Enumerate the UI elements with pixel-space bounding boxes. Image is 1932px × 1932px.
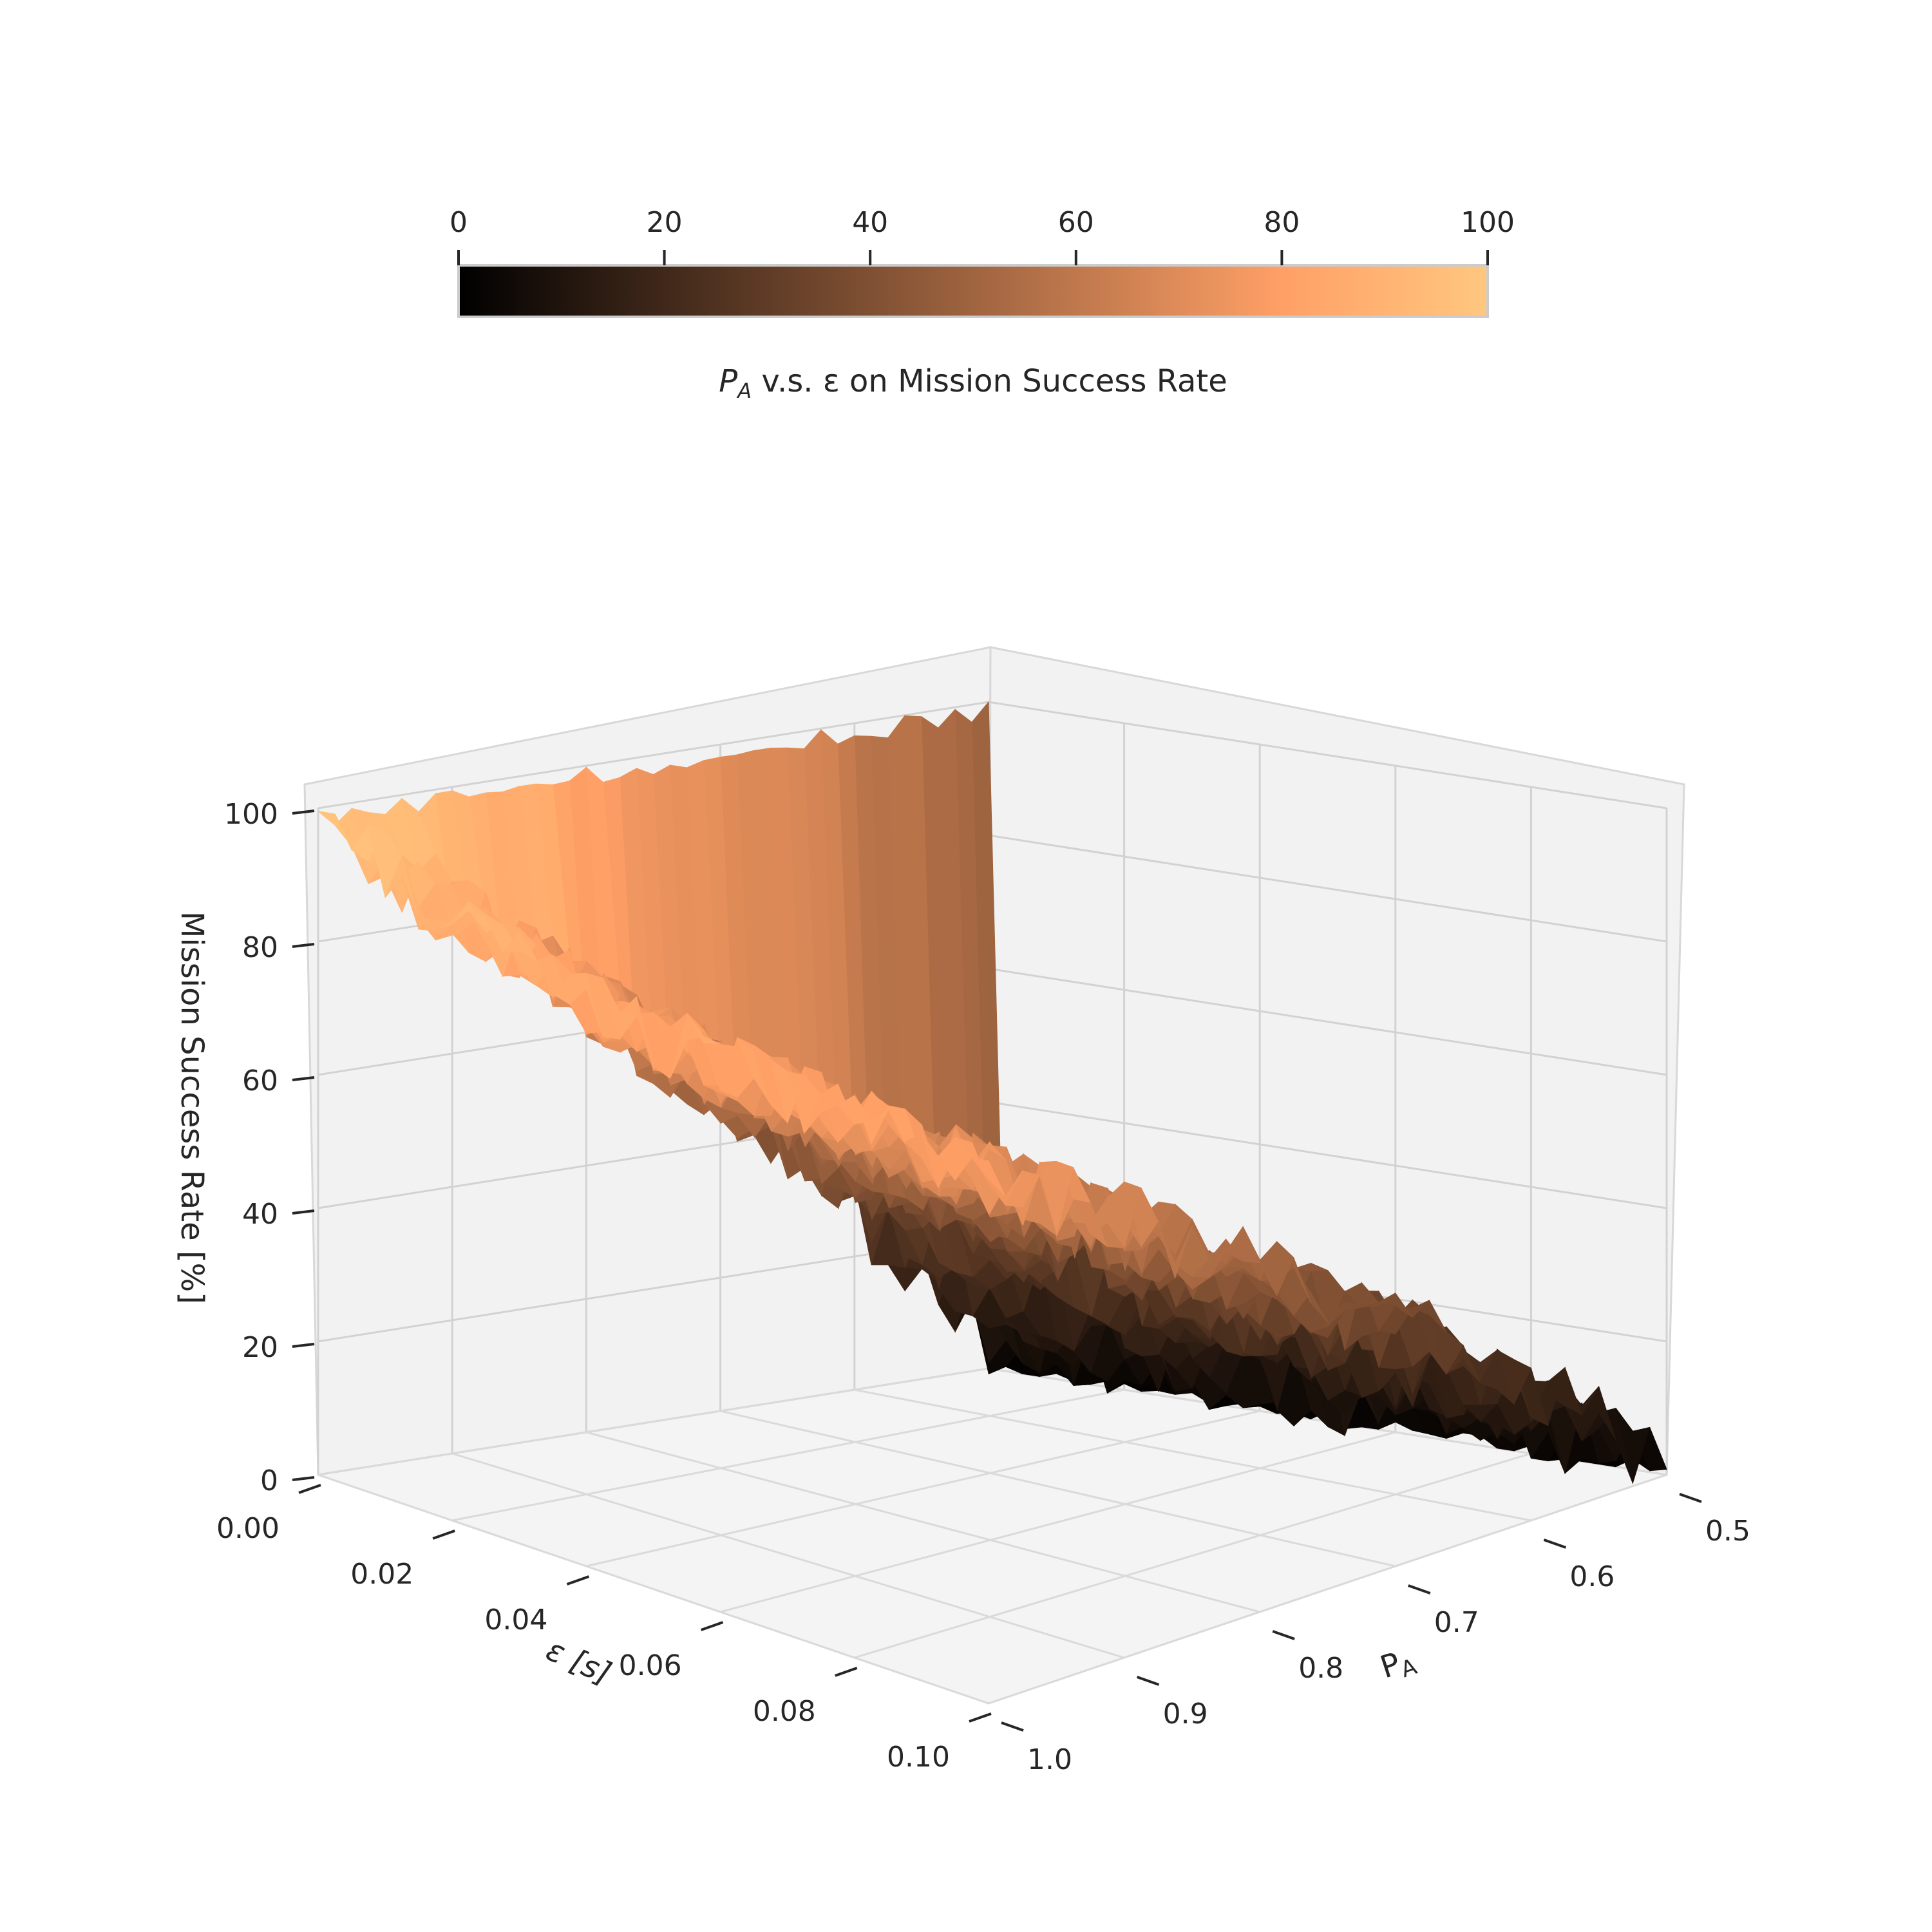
x-axis-pa: 0.5 0.6 0.7 0.8 0.9 1.0 bbox=[1001, 1493, 1750, 1776]
x-tick bbox=[1136, 1676, 1160, 1686]
x-tick bbox=[1543, 1539, 1567, 1549]
x-tick bbox=[1679, 1493, 1702, 1503]
y-tick-label: 0.00 bbox=[216, 1512, 279, 1545]
y-axis-label: ε [s] bbox=[541, 1632, 616, 1692]
z-tick-label: 60 bbox=[242, 1065, 278, 1097]
x-tick bbox=[1001, 1721, 1024, 1732]
grid-line bbox=[854, 1388, 1531, 1522]
z-tick-label: 20 bbox=[242, 1331, 278, 1364]
z-tick bbox=[292, 810, 315, 815]
grid-line bbox=[586, 1410, 1260, 1567]
z-tick-label: 0 bbox=[260, 1464, 278, 1497]
grid-line bbox=[720, 1431, 1396, 1613]
z-axis: 0 20 40 60 80 100 bbox=[224, 798, 315, 1497]
y-tick bbox=[969, 1712, 992, 1723]
z-tick-label: 100 bbox=[224, 798, 278, 831]
grid-line bbox=[854, 1452, 1531, 1659]
y-tick-label: 0.04 bbox=[484, 1604, 547, 1636]
y-tick-label: 0.10 bbox=[887, 1741, 950, 1774]
x-tick-label: 0.8 bbox=[1298, 1652, 1343, 1685]
x-tick bbox=[1272, 1630, 1295, 1640]
z-tick-label: 40 bbox=[242, 1198, 278, 1231]
z-tick-label: 80 bbox=[242, 931, 278, 964]
colorbar-ticks: 0 20 40 60 80 100 bbox=[450, 206, 1515, 265]
y-tick bbox=[432, 1530, 455, 1540]
colorbar: 0 20 40 60 80 100 PA v.s. ε on Mission Succes… bbox=[450, 206, 1515, 403]
colorbar-gradient bbox=[457, 264, 1489, 318]
z-tick bbox=[292, 1209, 315, 1215]
grid-line bbox=[586, 1431, 1260, 1613]
grid-line bbox=[317, 1473, 989, 1705]
z-axis-label: Mission Success Rate [%] bbox=[174, 911, 210, 1304]
y-tick-label: 0.08 bbox=[753, 1695, 816, 1728]
y-axis-epsilon: 0.00 0.02 0.04 0.06 0.08 0.10 bbox=[216, 1484, 992, 1774]
y-tick bbox=[566, 1575, 590, 1586]
colorbar-tick-label: 0 bbox=[450, 206, 468, 239]
colorbar-tick-label: 100 bbox=[1461, 206, 1515, 239]
colorbar-tick-label: 60 bbox=[1058, 206, 1094, 239]
grid-line bbox=[317, 1367, 989, 1476]
surface-plot bbox=[317, 701, 1667, 1485]
y-tick bbox=[835, 1667, 858, 1677]
z-tick bbox=[292, 943, 315, 948]
x-axis-label: PA bbox=[1376, 1641, 1421, 1689]
x-tick bbox=[1408, 1584, 1431, 1595]
grid-line bbox=[451, 1452, 1125, 1659]
grid-line bbox=[720, 1410, 1396, 1567]
y-tick bbox=[298, 1484, 321, 1494]
colorbar-tick-label: 40 bbox=[852, 206, 888, 239]
z-tick bbox=[292, 1476, 315, 1481]
x-tick-label: 1.0 bbox=[1027, 1743, 1072, 1776]
y-tick-label: 0.02 bbox=[350, 1558, 413, 1591]
x-tick-label: 0.5 bbox=[1705, 1515, 1750, 1548]
y-tick bbox=[700, 1621, 724, 1631]
z-tick bbox=[292, 1343, 315, 1348]
colorbar-tick-label: 80 bbox=[1264, 206, 1300, 239]
surface-patch bbox=[971, 1157, 1006, 1197]
y-tick-label: 0.06 bbox=[619, 1649, 682, 1682]
colorbar-title: PA v.s. ε on Mission Success Rate bbox=[719, 363, 1227, 403]
grid-line bbox=[988, 1473, 1667, 1705]
colorbar-tick-label: 20 bbox=[647, 206, 683, 239]
z-tick bbox=[292, 1076, 315, 1081]
x-tick-label: 0.9 bbox=[1163, 1698, 1208, 1730]
x-tick-label: 0.6 bbox=[1569, 1560, 1615, 1593]
grid-line bbox=[451, 1388, 1124, 1522]
x-tick-label: 0.7 bbox=[1434, 1606, 1479, 1639]
